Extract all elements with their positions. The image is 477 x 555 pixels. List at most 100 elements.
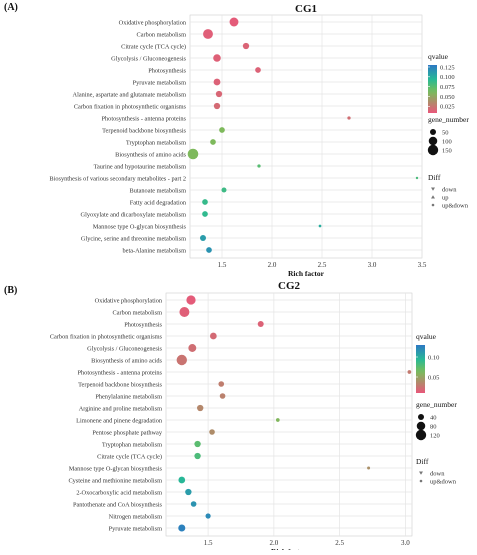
legend-diff-marker xyxy=(431,195,435,199)
y-tick-label: Carbon fixation in photosynthetic organi… xyxy=(74,103,187,110)
data-point xyxy=(179,307,190,317)
y-tick-label: Pantothenate and CoA biosynthesis xyxy=(73,501,163,508)
legend-size-label: 40 xyxy=(430,414,437,421)
legend-size-dot xyxy=(427,144,439,156)
data-point xyxy=(185,488,192,496)
y-tick-label: Biosynthesis of amino acids xyxy=(115,151,186,158)
data-point xyxy=(213,54,221,62)
data-point xyxy=(202,199,208,205)
y-tick-label: Terpenoid backbone biosynthesis xyxy=(78,381,162,388)
y-tick-label: Photosynthesis xyxy=(124,321,162,328)
data-point xyxy=(215,90,223,98)
y-tick-label: Fatty acid degradation xyxy=(130,199,187,206)
y-tick-label: Arginine and proline metabolism xyxy=(79,405,162,412)
legend-size-label: 80 xyxy=(430,423,437,430)
y-tick-label: beta-Alanine metabolism xyxy=(123,247,187,254)
y-tick-label: Glycolysis / Gluconeogenesis xyxy=(87,345,162,352)
qvalue-colorbar xyxy=(416,345,425,393)
qvalue-tick-label: 0.10 xyxy=(428,354,439,361)
data-point xyxy=(242,42,250,50)
y-tick-label: Photosynthesis - antenna proteins xyxy=(102,115,187,122)
data-point xyxy=(202,211,208,217)
qvalue-colorbar xyxy=(428,65,437,113)
data-point xyxy=(275,418,280,422)
legend-qvalue-title: qvalue xyxy=(428,52,449,61)
data-point xyxy=(205,513,211,519)
legend-diff-marker xyxy=(431,203,435,207)
legend-diff-title: Diff xyxy=(416,457,429,466)
y-tick-label: Citrate cycle (TCA cycle) xyxy=(121,43,186,50)
legend-diff-label: down xyxy=(430,470,445,477)
data-point xyxy=(206,247,212,253)
data-point xyxy=(194,440,201,448)
legend-size-title: gene_number xyxy=(428,115,469,124)
y-tick-label: Glyoxylate and dicarboxylate metabolism xyxy=(81,211,187,218)
x-axis-label: Rich factor xyxy=(288,269,325,278)
data-point xyxy=(218,381,225,387)
legend-diff-label: up&down xyxy=(430,478,457,485)
data-point xyxy=(210,332,217,340)
data-point xyxy=(190,501,197,507)
y-tick-label: Taurine and hypotaurine metabolism xyxy=(94,163,187,170)
y-tick-label: Carbon fixation in photosynthetic organi… xyxy=(50,333,163,340)
data-point xyxy=(255,67,261,73)
legend-size-title: gene_number xyxy=(416,400,457,409)
y-tick-label: Nitrogen metabolism xyxy=(109,513,162,520)
y-tick-label: Pyruvate metabolism xyxy=(109,525,162,532)
data-point xyxy=(186,295,196,305)
data-point xyxy=(219,127,225,133)
y-tick-label: Limonene and pinene degradation xyxy=(76,417,163,424)
data-point xyxy=(209,429,215,435)
data-point xyxy=(199,234,207,242)
legend-size-dot xyxy=(428,136,438,146)
data-point xyxy=(203,29,213,39)
legend-qvalue-title: qvalue xyxy=(416,332,437,341)
qvalue-tick-label: 0.125 xyxy=(440,64,455,71)
legend-diff-marker xyxy=(419,471,423,475)
y-tick-label: Butanoate metabolism xyxy=(130,187,187,194)
y-tick-label: Photosynthesis - antenna proteins xyxy=(78,369,163,376)
data-point xyxy=(213,102,221,110)
x-tick-label: 1.5 xyxy=(204,539,213,547)
data-point xyxy=(219,393,226,399)
panel-label: (B) xyxy=(4,285,17,296)
data-point xyxy=(187,148,199,160)
data-point xyxy=(229,17,239,27)
plot-area xyxy=(189,14,423,259)
panel-a: (A) CG1 1.5 2.0 2.5 3.0 3.5 Rich factor Oxidativ… xyxy=(4,2,469,278)
x-tick-label: 2.0 xyxy=(269,539,278,547)
legend-size-dot xyxy=(416,421,426,431)
y-tick-label: Mannose type O-glycan biosynthesis xyxy=(93,223,187,230)
y-tick-label: Phenylalanine metabolism xyxy=(95,393,162,400)
legend-size-dot xyxy=(417,413,425,421)
legend-size-label: 150 xyxy=(442,147,452,154)
qvalue-tick-label: 0.05 xyxy=(428,374,439,381)
legend-size-label: 120 xyxy=(430,432,440,439)
chart-title: CG1 xyxy=(295,3,317,15)
data-point xyxy=(194,452,201,460)
x-tick-label: 3.0 xyxy=(368,261,377,269)
y-tick-label: Pentose phosphate pathway xyxy=(92,429,162,436)
y-tick-label: Glycine, serine and threonine metabolism xyxy=(81,235,186,242)
y-tick-label: Mannose type O-glycan biosynthesis xyxy=(69,465,163,472)
legend-size-label: 100 xyxy=(442,138,452,145)
data-point xyxy=(257,320,264,328)
x-tick-label: 3.0 xyxy=(401,539,410,547)
data-point xyxy=(407,370,412,374)
data-point xyxy=(347,116,351,120)
plot-area xyxy=(165,292,413,537)
data-point xyxy=(213,78,221,86)
data-point xyxy=(257,164,261,168)
qvalue-tick-label: 0.075 xyxy=(440,84,455,91)
data-point xyxy=(221,187,227,193)
y-tick-label: Oxidative phosphorylation xyxy=(95,297,163,304)
qvalue-tick-label: 0.025 xyxy=(440,104,455,111)
panel-label: (A) xyxy=(4,2,18,13)
y-tick-label: Cysteine and methionine metabolism xyxy=(68,477,162,484)
data-point xyxy=(178,524,186,532)
legend-size-dot xyxy=(415,429,427,441)
y-tick-label: Glycolysis / Gluconeogenesis xyxy=(111,55,186,62)
data-point xyxy=(367,466,371,470)
